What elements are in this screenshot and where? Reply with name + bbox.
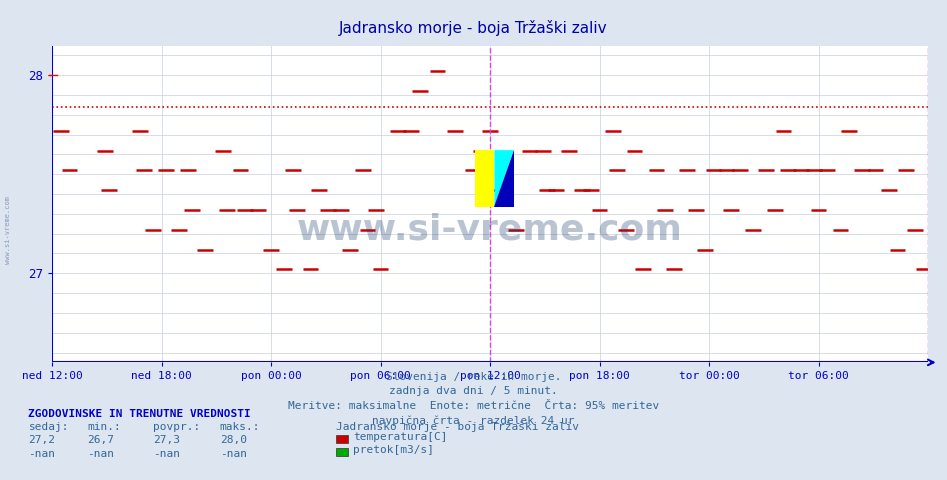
Text: sedaj:: sedaj: (28, 422, 69, 432)
Text: Meritve: maksimalne  Enote: metrične  Črta: 95% meritev: Meritve: maksimalne Enote: metrične Črta… (288, 401, 659, 411)
Text: www.si-vreme.com: www.si-vreme.com (5, 196, 10, 264)
Polygon shape (494, 150, 513, 207)
Text: temperatura[C]: temperatura[C] (353, 432, 448, 442)
Text: -nan: -nan (87, 449, 115, 459)
Text: navpična črta - razdelek 24 ur: navpična črta - razdelek 24 ur (372, 415, 575, 426)
Text: 27,3: 27,3 (153, 435, 181, 445)
Text: -nan: -nan (28, 449, 56, 459)
Text: zadnja dva dni / 5 minut.: zadnja dva dni / 5 minut. (389, 386, 558, 396)
Text: min.:: min.: (87, 422, 121, 432)
Text: 26,7: 26,7 (87, 435, 115, 445)
Text: -nan: -nan (220, 449, 247, 459)
Text: maks.:: maks.: (220, 422, 260, 432)
Bar (475, 150, 494, 207)
Polygon shape (494, 150, 513, 207)
Text: Jadransko morje - boja Tržaški zaliv: Jadransko morje - boja Tržaški zaliv (336, 421, 580, 432)
Text: Slovenija / reke in morje.: Slovenija / reke in morje. (385, 372, 562, 382)
Text: pretok[m3/s]: pretok[m3/s] (353, 445, 435, 455)
Text: www.si-vreme.com: www.si-vreme.com (297, 212, 683, 246)
Text: ZGODOVINSKE IN TRENUTNE VREDNOSTI: ZGODOVINSKE IN TRENUTNE VREDNOSTI (28, 408, 251, 419)
Text: 27,2: 27,2 (28, 435, 56, 445)
Text: -nan: -nan (153, 449, 181, 459)
Text: Jadransko morje - boja Tržaški zaliv: Jadransko morje - boja Tržaški zaliv (339, 20, 608, 36)
Text: 28,0: 28,0 (220, 435, 247, 445)
Text: povpr.:: povpr.: (153, 422, 201, 432)
